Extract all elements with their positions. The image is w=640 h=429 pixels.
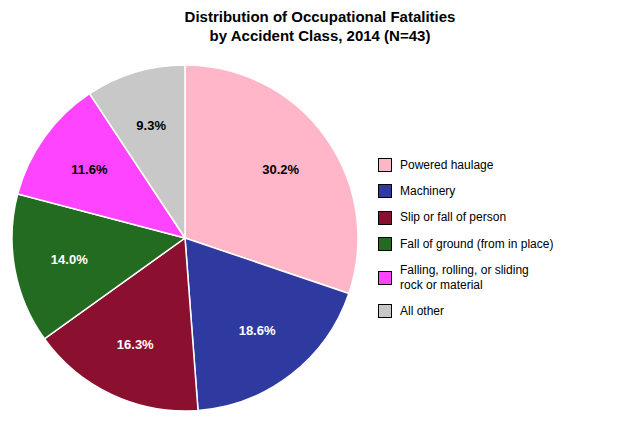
html-text:Fall of ground (from in place): Fall of ground (from in place) xyxy=(400,236,554,251)
svg-text:30.2%: 30.2% xyxy=(262,162,299,177)
svg-text:18.6%: 18.6% xyxy=(239,323,276,338)
html-text:Machinery: Machinery xyxy=(400,184,456,198)
html-text:Distribution of Occupational F: Distribution of Occupational Fatalities … xyxy=(184,8,456,44)
svg-text:11.6%: 11.6% xyxy=(71,162,108,177)
svg-text:16.3%: 16.3% xyxy=(117,337,154,352)
html-text:All other: All other xyxy=(400,304,444,318)
svg-text:9.3%: 9.3% xyxy=(136,118,166,133)
svg-text:14.0%: 14.0% xyxy=(51,252,88,267)
html-text:Powered haulage: Powered haulage xyxy=(400,157,494,172)
html-text:Slip or fall of person: Slip or fall of person xyxy=(400,210,507,225)
html-text:Falling, rolling, or sliding r: Falling, rolling, or sliding rock or mat… xyxy=(400,263,529,292)
